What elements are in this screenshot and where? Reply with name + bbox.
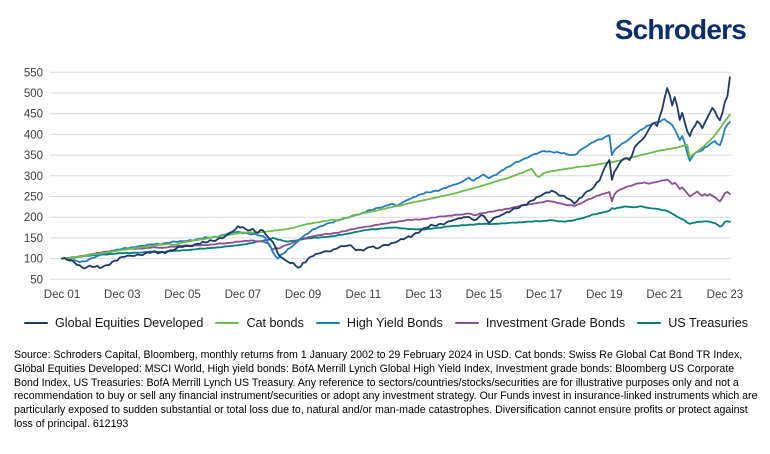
legend-swatch-investment-grade-bonds [454, 321, 479, 325]
x-tick-label: Dec 03 [104, 289, 140, 301]
y-tick-label: 50 [30, 274, 43, 286]
x-tick-label: Dec 19 [586, 289, 622, 301]
legend-swatch-high-yield-bonds [315, 321, 340, 325]
legend-item-us-treasuries: US Treasuries [637, 316, 748, 330]
disclaimer-text: Source: Schroders Capital, Bloomberg, mo… [14, 349, 758, 430]
series-line-us-treasuries [61, 205, 731, 260]
chart-canvas: 50 100 150 200 250 300 350 400 450 500 550 Dec 01 De… [24, 67, 743, 301]
x-tick-label: Dec 09 [285, 289, 321, 301]
y-tick-label: 200 [24, 212, 43, 224]
legend-swatch-cat-bonds [215, 321, 240, 325]
y-tick-label: 250 [24, 192, 43, 204]
series-line-cat-bonds [61, 113, 731, 260]
schroders-logo: Schroders [614, 14, 747, 45]
legend-item-investment-grade-bonds: Investment Grade Bonds [454, 316, 626, 330]
series-line-investment-grade-bonds [61, 178, 731, 260]
legend-label: High Yield Bonds [346, 316, 443, 330]
x-tick-label: Dec 23 [707, 289, 743, 301]
x-tick-label: Dec 13 [405, 289, 441, 301]
chart-legend: Global Equities Developed Cat bonds High Y… [24, 316, 748, 330]
legend-swatch-us-treasuries [637, 321, 662, 325]
legend-label: US Treasuries [668, 316, 748, 330]
series-line-global-equities-developed [61, 76, 731, 270]
x-tick-label: Dec 15 [466, 289, 502, 301]
legend-label: Global Equities Developed [55, 316, 204, 330]
series-line-high-yield-bonds [61, 118, 731, 264]
y-tick-label: 100 [24, 254, 43, 266]
y-tick-label: 500 [24, 88, 43, 100]
x-tick-label: Dec 05 [164, 289, 200, 301]
legend-item-global-equities-developed: Global Equities Developed [24, 316, 203, 330]
legend-label: Investment Grade Bonds [485, 316, 626, 330]
y-tick-label: 350 [24, 150, 43, 162]
legend-label: Cat bonds [246, 316, 304, 330]
y-tick-label: 550 [24, 67, 43, 79]
legend-item-high-yield-bonds: High Yield Bonds [315, 316, 443, 330]
x-tick-label: Dec 17 [526, 289, 562, 301]
x-tick-label: Dec 01 [44, 289, 80, 301]
x-tick-label: Dec 11 [346, 289, 382, 301]
y-tick-label: 150 [24, 233, 43, 245]
legend-swatch-global-equities-developed [24, 321, 48, 325]
x-tick-label: Dec 07 [225, 289, 261, 301]
footer: Source: Schroders Capital, Bloomberg, mo… [14, 349, 758, 432]
legend-item-cat-bonds: Cat bonds [215, 316, 304, 330]
x-tick-label: Dec 21 [646, 289, 682, 301]
y-tick-label: 450 [24, 109, 43, 121]
y-tick-label: 300 [24, 171, 43, 183]
y-tick-label: 400 [24, 129, 43, 141]
